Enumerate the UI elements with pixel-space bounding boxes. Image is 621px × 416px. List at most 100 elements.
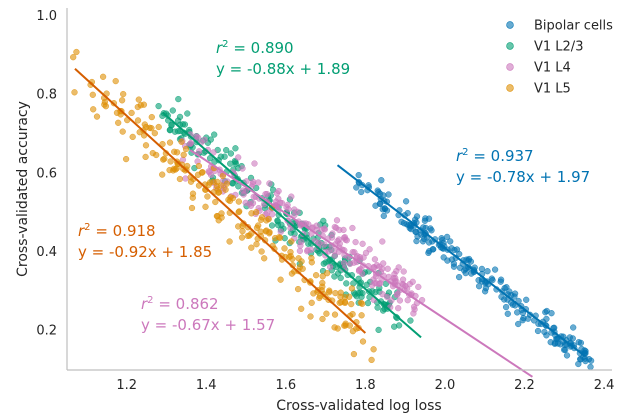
data-point [99,73,107,80]
data-point [252,209,260,216]
data-point [523,296,530,303]
legend: Bipolar cells V1 L2/3 V1 L4 V1 L5 [506,19,613,97]
data-point [404,297,411,304]
data-point [450,260,458,267]
data-point [225,196,232,203]
x-tick-label: 1.8 [355,378,376,393]
data-point [341,298,349,306]
data-point [239,228,246,235]
data-point [240,191,247,198]
data-point [400,268,407,275]
x-tick-label: 2.4 [594,378,615,393]
data-point [206,155,214,162]
data-point [305,240,312,247]
data-point [195,162,203,170]
data-point [308,299,315,306]
data-point [169,107,176,114]
data-point [348,300,355,308]
data-point [170,167,177,174]
fit-equation: y = -0.92x + 1.85 [78,243,212,261]
data-point [178,138,185,145]
data-point [262,190,269,198]
data-point [337,293,344,300]
data-point [498,293,505,300]
data-point [119,128,126,135]
data-point [407,317,414,324]
data-point [122,155,130,163]
data-point [331,324,338,331]
data-point [323,270,331,277]
data-point [359,300,366,307]
data-point [73,48,80,56]
data-point [278,199,286,207]
data-point [171,148,178,155]
data-point [570,324,577,331]
data-point [189,190,197,197]
data-point [384,265,391,272]
data-point [355,171,362,179]
data-point [475,283,483,290]
data-point [235,154,242,161]
data-point [212,198,219,206]
data-point [321,225,328,232]
data-point [381,205,389,213]
data-point [374,304,381,311]
data-point [235,198,242,205]
data-point [235,183,242,190]
data-point [136,129,143,136]
data-point [319,315,326,323]
data-point [379,291,386,298]
data-point [266,180,273,187]
data-point [491,266,499,273]
data-point [577,356,584,363]
data-point [488,275,495,282]
x-tick-label: 1.2 [116,378,137,393]
data-point [332,289,339,297]
x-tick-label: 1.4 [196,378,217,393]
fit-line [161,111,422,339]
data-point [380,212,387,220]
data-point [375,326,382,334]
y-tick-labels: 0.2 0.4 0.6 0.8 1.0 [36,9,57,339]
data-point [370,264,377,271]
data-point [359,290,366,297]
data-point [456,250,463,258]
y-axis-label: Cross-validated accuracy [15,101,31,277]
legend-label: Bipolar cells [534,19,613,34]
data-point [140,101,148,108]
data-point [379,238,386,245]
r2-annotation: r2 = 0.862 [141,295,219,313]
data-point [321,241,328,248]
data-point [543,307,550,315]
data-point [236,208,243,215]
data-point [253,241,260,248]
legend-marker [506,84,514,92]
data-point [248,244,255,251]
x-tick-labels: 1.2 1.4 1.6 1.8 2.0 2.2 2.4 [116,378,614,393]
data-point [554,340,562,347]
data-point [468,270,475,277]
legend-label: V1 L5 [534,82,571,97]
data-point [118,97,126,104]
data-point [410,303,418,310]
data-point [346,260,354,268]
data-point [396,297,404,304]
data-point [204,193,211,200]
data-point [323,310,330,317]
data-point [543,315,550,323]
data-point [415,283,422,291]
data-point [388,297,395,304]
data-point [253,224,261,231]
data-point [343,280,350,287]
data-point [288,193,295,200]
data-point [515,320,522,328]
data-point [569,335,576,342]
data-point [312,272,320,279]
x-axis-label: Cross-validated log loss [276,398,441,414]
data-point [70,54,77,61]
legend-marker [506,42,514,50]
data-point [502,303,510,311]
data-point [263,217,270,224]
data-point [587,363,594,371]
